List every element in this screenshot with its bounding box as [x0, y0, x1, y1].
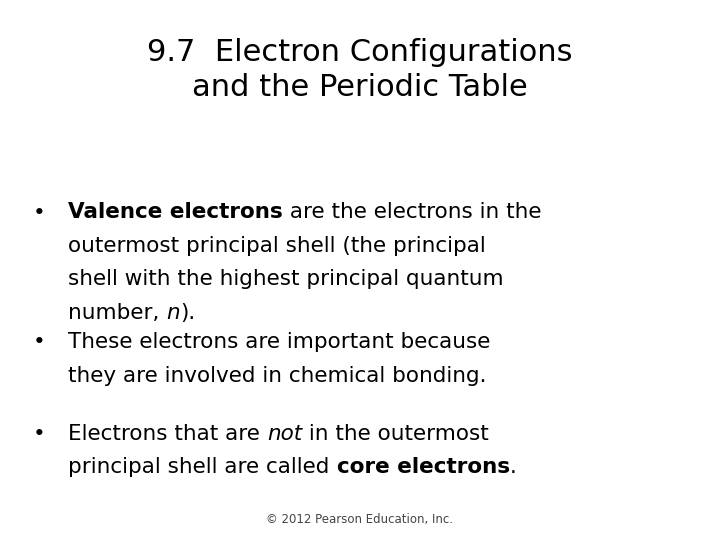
Text: shell with the highest principal quantum: shell with the highest principal quantum: [68, 269, 504, 289]
Text: principal shell are called: principal shell are called: [68, 457, 337, 477]
Text: n: n: [166, 303, 180, 323]
Text: Electrons that are: Electrons that are: [68, 424, 267, 444]
Text: 9.7  Electron Configurations
and the Periodic Table: 9.7 Electron Configurations and the Peri…: [148, 38, 572, 102]
Text: they are involved in chemical bonding.: they are involved in chemical bonding.: [68, 366, 487, 386]
Text: ).: ).: [180, 303, 196, 323]
Text: in the outermost: in the outermost: [302, 424, 489, 444]
Text: •: •: [33, 424, 46, 444]
Text: Valence electrons: Valence electrons: [68, 202, 283, 222]
Text: core electrons: core electrons: [337, 457, 510, 477]
Text: © 2012 Pearson Education, Inc.: © 2012 Pearson Education, Inc.: [266, 514, 454, 526]
Text: •: •: [33, 202, 46, 222]
Text: are the electrons in the: are the electrons in the: [283, 202, 541, 222]
Text: .: .: [510, 457, 517, 477]
Text: not: not: [267, 424, 302, 444]
Text: number,: number,: [68, 303, 166, 323]
Text: These electrons are important because: These electrons are important because: [68, 332, 491, 352]
Text: outermost principal shell (the principal: outermost principal shell (the principal: [68, 236, 486, 256]
Text: •: •: [33, 332, 46, 352]
